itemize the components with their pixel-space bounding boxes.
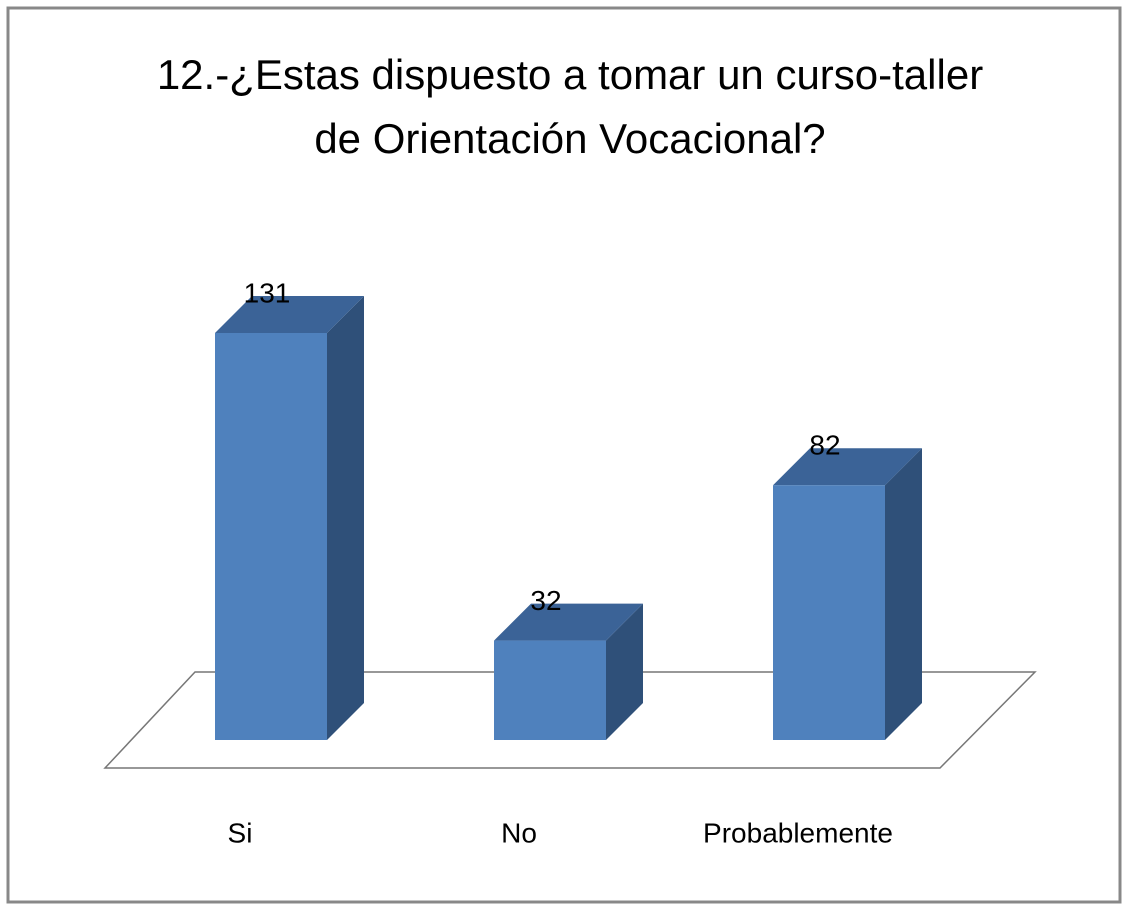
bar-top [494,603,643,641]
x-tick-label: Si [228,817,253,848]
bar-top [773,448,922,486]
data-label: 32 [530,585,561,616]
x-tick-label: Probablemente [703,817,893,848]
bar-side [885,448,922,740]
bar [494,640,606,740]
chart-title: 12.-¿Estas dispuesto a tomar un curso-ta… [157,51,983,162]
data-label: 82 [809,430,840,461]
bar-top [215,296,364,333]
bar [215,333,327,740]
bar [773,485,885,740]
x-tick-label: No [501,817,537,848]
bar-side [606,603,643,740]
bar-side [327,296,364,740]
data-label: 131 [244,277,291,308]
